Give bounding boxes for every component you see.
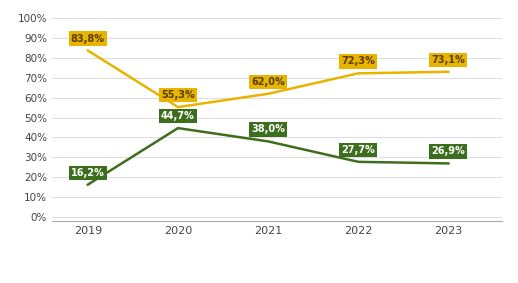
Text: 83,8%: 83,8% [71, 34, 105, 44]
Text: 72,3%: 72,3% [341, 56, 375, 67]
Text: 55,3%: 55,3% [161, 90, 195, 100]
Text: 26,9%: 26,9% [431, 147, 465, 156]
Text: 44,7%: 44,7% [161, 111, 195, 121]
Text: 62,0%: 62,0% [251, 77, 285, 87]
Text: 16,2%: 16,2% [71, 168, 105, 178]
Text: 27,7%: 27,7% [341, 145, 375, 155]
Text: 73,1%: 73,1% [431, 55, 465, 65]
Text: 38,0%: 38,0% [251, 125, 285, 134]
